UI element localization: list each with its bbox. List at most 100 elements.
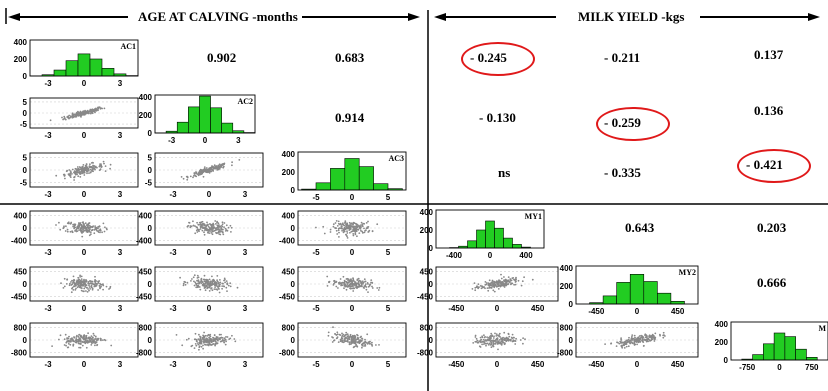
x-tick-label: 0 — [350, 248, 355, 257]
scatter-panel: 800 0 -800 -450 0 450 — [557, 322, 699, 369]
y-tick-label: 450 — [14, 267, 28, 276]
y-tick-label: 5 — [23, 98, 28, 107]
scatter-points — [180, 159, 241, 181]
bar-svg: 0 200 400 AC2 -3 0 3 — [139, 93, 256, 145]
x-tick-label: -450 — [448, 360, 465, 369]
y-tick-label: 400 — [139, 93, 153, 102]
corr-ac1-my3: 0.137 — [754, 47, 784, 62]
scatter-svg: 400 0 -400 -5 0 5 — [279, 210, 407, 257]
histogram-bar — [512, 244, 522, 249]
histogram-bar — [503, 237, 513, 249]
histogram-bar — [176, 121, 189, 134]
x-tick-label: -3 — [44, 190, 52, 199]
y-tick-label: -450 — [417, 293, 434, 302]
histogram-title: AC2 — [237, 97, 253, 106]
highlight-circle — [737, 149, 811, 183]
scatter-svg: 450 0 -450 -450 0 450 — [417, 266, 559, 313]
plot-border — [154, 94, 256, 134]
y-tick-label: 0 — [569, 336, 574, 345]
y-tick-label: 0 — [429, 336, 434, 345]
bar-svg: 0 200 400 M -750 0 750 — [715, 320, 828, 372]
y-tick-label: 0 — [291, 336, 296, 345]
x-tick-label: -3 — [169, 248, 177, 257]
scatter-panel: 800 0 -800 -3 0 3 — [11, 322, 139, 369]
scatter-points — [471, 273, 534, 293]
y-tick-label: 400 — [14, 211, 28, 220]
plot-border — [29, 266, 139, 302]
x-tick-label: 0 — [82, 79, 87, 88]
y-tick-label: -400 — [279, 237, 296, 246]
age-at-calving-header: AGE AT CALVING -months — [138, 9, 298, 24]
y-tick-label: 450 — [139, 267, 153, 276]
x-tick-label: 3 — [243, 360, 248, 369]
y-tick-label: 450 — [420, 267, 434, 276]
y-tick-label: -450 — [136, 293, 153, 302]
histogram-bar — [221, 122, 234, 134]
x-tick-label: 450 — [531, 304, 545, 313]
plot-border — [435, 266, 559, 302]
scatter-panel: 800 0 -800 -5 0 5 — [279, 322, 407, 369]
scatter-panel: 450 0 -450 -5 0 5 — [279, 266, 407, 313]
histogram-bar — [344, 158, 360, 191]
x-tick-label: 0 — [488, 251, 493, 260]
histogram-bar — [494, 227, 504, 249]
x-tick-label: 450 — [671, 307, 685, 316]
x-tick-label: 5 — [386, 248, 391, 257]
plot-border — [154, 210, 264, 246]
x-tick-label: 400 — [519, 251, 533, 260]
bar-svg: 0 200 400 MY1 -400 0 400 — [420, 208, 545, 260]
histogram-bar — [315, 182, 331, 191]
y-tick-label: -450 — [11, 293, 28, 302]
scatter-points — [186, 220, 233, 236]
y-tick-label: -5 — [20, 120, 28, 129]
y-tick-label: 5 — [23, 153, 28, 162]
histogram-bar — [763, 343, 775, 361]
y-tick-label: 450 — [282, 267, 296, 276]
arrowhead-left-icon — [8, 13, 20, 21]
plot-border — [154, 266, 264, 302]
y-tick-label: 0 — [23, 109, 28, 118]
y-tick-label: -800 — [557, 349, 574, 358]
y-tick-label: -800 — [417, 349, 434, 358]
y-tick-label: 5 — [148, 153, 153, 162]
scatter-points — [51, 332, 113, 349]
x-tick-label: -5 — [312, 304, 320, 313]
scatter-panel: 450 0 -450 -3 0 3 — [11, 266, 139, 313]
scatter-panel: 5 0 -5 -3 0 3 — [145, 152, 264, 199]
y-tick-label: 200 — [282, 168, 296, 177]
x-tick-label: 5 — [386, 304, 391, 313]
y-tick-label: -800 — [11, 349, 28, 358]
corr-ac1-ac2: 0.902 — [207, 50, 237, 65]
corr-my1-my3: 0.203 — [757, 220, 787, 235]
x-tick-label: -450 — [448, 304, 465, 313]
y-tick-label: 0 — [148, 166, 153, 175]
histogram-bar — [373, 183, 389, 191]
y-tick-label: 0 — [429, 280, 434, 289]
scatter-svg: 400 0 -400 -3 0 3 — [11, 210, 139, 257]
corr-my1-my2: 0.643 — [625, 220, 655, 235]
x-tick-label: 0 — [777, 363, 782, 372]
y-tick-label: 400 — [715, 320, 729, 329]
y-tick-label: -5 — [20, 179, 28, 188]
x-tick-label: 450 — [531, 360, 545, 369]
scatter-panel: 400 0 -400 -3 0 3 — [136, 210, 264, 257]
scatter-svg: 800 0 -800 -450 0 450 — [557, 322, 699, 369]
scatter-panel: 450 0 -450 -450 0 450 — [417, 266, 559, 313]
scatter-svg: 800 0 -800 -3 0 3 — [136, 322, 264, 369]
scatter-svg: 800 0 -800 -3 0 3 — [11, 322, 139, 369]
scatter-panel: 5 0 -5 -3 0 3 — [20, 152, 139, 199]
y-tick-label: 200 — [14, 55, 28, 64]
x-tick-label: -3 — [169, 360, 177, 369]
x-tick-label: 0 — [635, 360, 640, 369]
plot-border — [575, 322, 699, 358]
histogram-title: AC3 — [388, 154, 404, 163]
x-tick-label: -3 — [44, 360, 52, 369]
histogram-bar — [476, 229, 486, 249]
y-tick-label: 0 — [148, 280, 153, 289]
histogram-panel: 0 200 400 AC3 -5 0 5 — [282, 150, 407, 202]
plot-border — [297, 151, 407, 191]
arrowhead-right-icon — [408, 13, 420, 21]
histogram-bar — [784, 336, 796, 361]
plot-border — [154, 152, 264, 188]
